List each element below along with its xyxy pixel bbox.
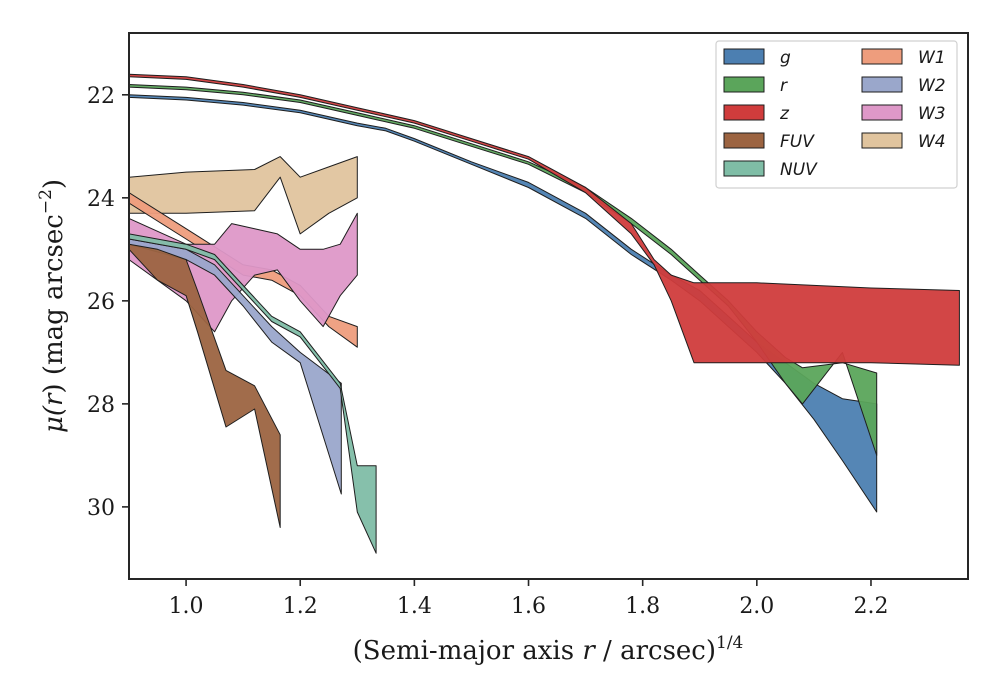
- y-axis-ticks: 22 24 26 28 30: [87, 84, 129, 521]
- y-tick-label: 30: [87, 496, 115, 521]
- y-axis-label: μ(r) (mag arcsec−2): [36, 179, 69, 433]
- legend-item-W2: W2: [861, 76, 946, 96]
- x-tick-label: 2.2: [853, 594, 888, 619]
- legend-label: FUV: [780, 132, 815, 152]
- legend-swatch: [723, 160, 765, 177]
- legend-item-W4: W4: [861, 132, 946, 152]
- series-layer: [129, 73, 960, 554]
- band-W2: [129, 238, 342, 495]
- band-g: [129, 94, 878, 513]
- legend-swatch: [723, 132, 765, 149]
- legend-swatch: [723, 104, 765, 121]
- x-tick-label: 1.8: [625, 594, 660, 619]
- plot-frame: [128, 32, 969, 580]
- x-axis-label: (Semi-major axis r / arcsec)1/4: [353, 633, 744, 666]
- legend-swatch: [861, 104, 903, 121]
- legend-label: g: [780, 48, 791, 68]
- legend-item-z: z: [723, 104, 790, 124]
- x-tick-label: 1.2: [283, 594, 318, 619]
- legend: grz FUV NUV W1 W2 W3 W4: [715, 40, 958, 189]
- legend-swatch: [723, 48, 765, 65]
- x-axis-ticks: 1.0 1.2 1.4 1.6 1.8 2.0 2.2: [169, 579, 888, 619]
- legend-item-W3: W3: [861, 104, 946, 124]
- band-r: [129, 84, 878, 456]
- legend-item-NUV: NUV: [723, 160, 818, 180]
- legend-swatch: [861, 76, 903, 93]
- legend-item-W1: W1: [861, 48, 946, 68]
- y-tick-label: 28: [87, 393, 115, 418]
- legend-swatch: [861, 132, 903, 149]
- legend-swatch: [723, 76, 765, 93]
- y-tick-label: 26: [87, 290, 115, 315]
- band-z: [129, 73, 960, 366]
- band-W3: [129, 212, 358, 333]
- x-tick-label: 1.0: [169, 594, 204, 619]
- band-NUV: [129, 233, 377, 554]
- x-tick-label: 1.6: [511, 594, 546, 619]
- legend-swatch: [861, 48, 903, 65]
- legend-item-r: r: [723, 76, 788, 96]
- x-tick-label: 1.4: [397, 594, 432, 619]
- legend-label: W4: [918, 132, 946, 152]
- band-W4: [129, 156, 358, 235]
- y-tick-label: 24: [87, 187, 115, 212]
- legend-label: W2: [918, 76, 946, 96]
- x-tick-label: 2.0: [739, 594, 774, 619]
- legend-label: W3: [918, 104, 946, 124]
- legend-label: z: [779, 104, 790, 124]
- legend-label: r: [780, 76, 788, 96]
- band-FUV: [129, 243, 281, 528]
- legend-item-FUV: FUV: [723, 132, 815, 152]
- legend-label: NUV: [780, 160, 818, 180]
- y-tick-label: 22: [87, 84, 115, 109]
- legend-item-g: g: [723, 48, 791, 68]
- legend-label: W1: [918, 48, 946, 68]
